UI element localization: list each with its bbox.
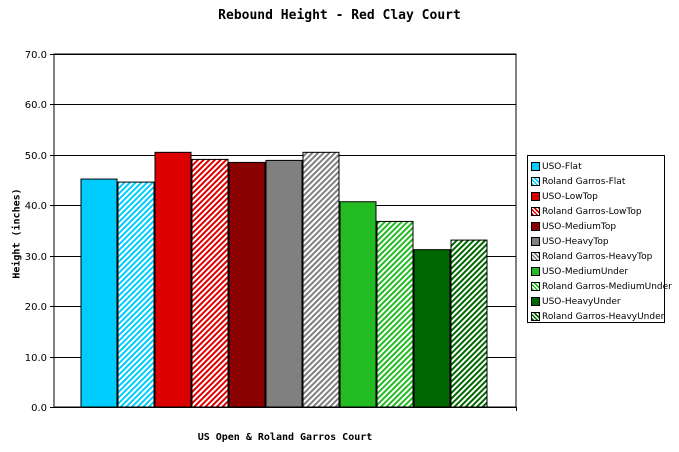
legend-label: USO-HeavyTop xyxy=(542,236,609,247)
plot-frame xyxy=(53,53,517,408)
x-axis-label: US Open & Roland Garros Court xyxy=(197,432,373,443)
axes: 0.0 10.0 20.0 30.0 40.0 50.0 60.0 70.0 xyxy=(25,50,517,414)
legend-label: USO-MediumTop xyxy=(542,221,617,232)
bars xyxy=(80,151,488,408)
y-tick-label: 10.0 xyxy=(25,353,47,364)
legend-item: Roland Garros-MediumUnder xyxy=(531,279,672,294)
bar-roland-garros-mediumunder xyxy=(376,220,414,408)
legend-label: USO-LowTop xyxy=(542,191,598,202)
y-tick-label: 30.0 xyxy=(25,252,47,263)
legend-item: Roland Garros-Flat xyxy=(531,174,664,189)
chart-title: Rebound Height - Red Clay Court xyxy=(218,8,461,23)
legend-item: USO-HeavyUnder xyxy=(531,294,664,309)
legend-label: Roland Garros-Flat xyxy=(542,176,626,187)
legend-label: USO-Flat xyxy=(542,161,582,172)
legend-swatch xyxy=(531,282,540,291)
legend-label: Roland Garros-HeavyUnder xyxy=(542,311,665,322)
y-axis-label: Height (inches) xyxy=(11,188,23,279)
y-tick-label: 40.0 xyxy=(25,201,47,212)
bar-roland-garros-heavytop xyxy=(302,151,340,408)
legend-item: USO-LowTop xyxy=(531,189,664,204)
bar-uso-heavytop xyxy=(265,159,303,408)
y-tick-label: 60.0 xyxy=(25,100,47,111)
legend-swatch xyxy=(531,252,540,261)
legend-label: USO-MediumUnder xyxy=(542,266,629,277)
legend-item: USO-MediumTop xyxy=(531,219,664,234)
legend-swatch xyxy=(531,177,540,186)
legend-swatch xyxy=(531,237,540,246)
legend-item: USO-HeavyTop xyxy=(531,234,664,249)
legend-swatch xyxy=(531,192,540,201)
bar-roland-garros-lowtop xyxy=(191,158,229,408)
legend-swatch xyxy=(531,222,540,231)
legend-swatch xyxy=(531,162,540,171)
bar-uso-mediumunder xyxy=(339,201,377,408)
y-tick-label: 70.0 xyxy=(25,50,47,61)
legend-label: Roland Garros-HeavyTop xyxy=(542,251,653,262)
legend-item: Roland Garros-HeavyTop xyxy=(531,249,664,264)
legend-item: USO-Flat xyxy=(531,159,664,174)
y-tick-label: 50.0 xyxy=(25,151,47,162)
legend-label: USO-HeavyUnder xyxy=(542,296,621,307)
bar-roland-garros-flat xyxy=(117,181,155,408)
legend-swatch xyxy=(531,267,540,276)
legend-item: Roland Garros-LowTop xyxy=(531,204,664,219)
legend-swatch xyxy=(531,207,540,216)
legend-label: Roland Garros-LowTop xyxy=(542,206,642,217)
legend-item: Roland Garros-HeavyUnder xyxy=(531,309,664,324)
bar-uso-mediumtop xyxy=(228,161,266,408)
legend: USO-Flat Roland Garros-Flat USO-LowTop Rola… xyxy=(527,155,672,324)
bar-uso-heavyunder xyxy=(413,249,451,408)
legend-swatch xyxy=(531,297,540,306)
legend-swatch xyxy=(531,312,540,321)
bar-uso-flat xyxy=(80,178,118,408)
bar-uso-lowtop xyxy=(154,151,192,408)
y-tick-label: 0.0 xyxy=(31,403,47,414)
bar-roland-garros-heavyunder xyxy=(450,239,488,408)
legend-label: Roland Garros-MediumUnder xyxy=(542,281,672,292)
y-tick-label: 20.0 xyxy=(25,302,47,313)
legend-item: USO-MediumUnder xyxy=(531,264,664,279)
